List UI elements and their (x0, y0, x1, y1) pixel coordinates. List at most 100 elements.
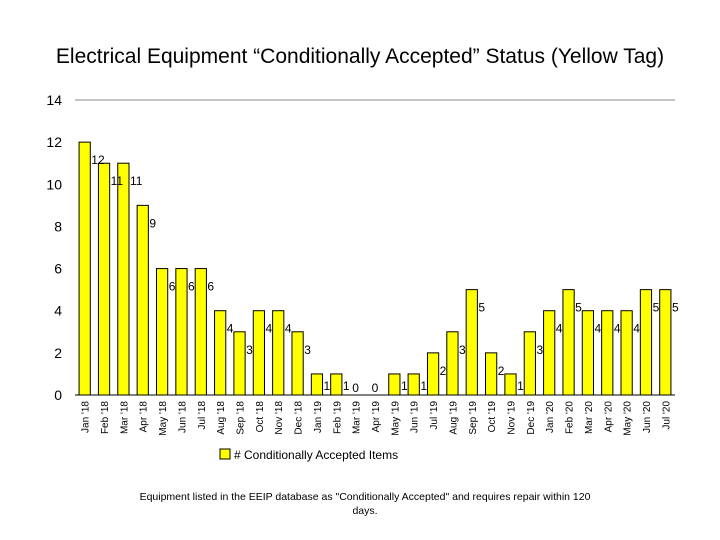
y-tick-label: 2 (54, 345, 62, 361)
y-axis-ticks: 0 2 4 6 8 10 12 14 (46, 92, 62, 403)
y-tick-label: 0 (54, 387, 62, 403)
data-label: 3 (246, 343, 253, 357)
bar (117, 162, 130, 396)
data-label: 3 (459, 343, 466, 357)
bars (78, 141, 672, 396)
x-tick-label: May '18 (158, 401, 169, 436)
bar (78, 141, 91, 396)
x-tick-label: Nov '19 (506, 401, 517, 435)
bar (659, 289, 672, 396)
legend-label: # Conditionally Accepted Items (234, 448, 398, 462)
y-tick-label: 4 (54, 303, 62, 319)
bar (310, 373, 324, 396)
data-label: 12 (91, 153, 105, 167)
bar (252, 310, 265, 396)
x-tick-label: Aug '19 (448, 401, 459, 435)
x-tick-label: Aug '18 (216, 401, 227, 435)
bar (155, 268, 169, 396)
x-tick-label: Mar '18 (119, 401, 130, 434)
x-tick-label: Dec '18 (294, 401, 305, 435)
chart-title: Electrical Equipment “Conditionally Acce… (55, 45, 665, 68)
x-tick-label: Jul '20 (661, 401, 672, 430)
data-label: 3 (304, 343, 311, 357)
bar (426, 352, 440, 396)
x-tick-label: Jun '20 (642, 401, 653, 433)
bar (562, 289, 575, 396)
x-tick-label: Jun '19 (410, 401, 421, 433)
y-tick-label: 14 (46, 92, 62, 108)
x-tick-label: Nov '18 (274, 401, 285, 435)
data-label: 1 (401, 379, 408, 393)
y-tick-label: 6 (54, 261, 62, 277)
data-label: 1 (517, 379, 524, 393)
bar (291, 331, 304, 396)
bar (407, 373, 420, 396)
x-tick-label: Feb '20 (565, 401, 576, 434)
bar (601, 310, 614, 396)
bar (581, 310, 595, 396)
data-label: 6 (188, 280, 195, 294)
data-label: 4 (633, 322, 640, 336)
data-label: 5 (653, 301, 660, 315)
x-tick-label: Apr '20 (603, 401, 614, 433)
data-label: 5 (575, 301, 582, 315)
x-tick-label: Jan '20 (545, 401, 556, 433)
bar (504, 373, 517, 396)
bar (272, 310, 285, 396)
x-tick-label: Apr '19 (371, 401, 382, 433)
x-tick-label: Apr '18 (139, 401, 150, 433)
data-label: 4 (227, 322, 234, 336)
bar (523, 331, 536, 396)
data-label: 6 (169, 280, 176, 294)
data-label: 1 (324, 379, 331, 393)
x-tick-label: Mar '19 (352, 401, 363, 434)
data-label: 2 (440, 364, 447, 378)
x-tick-label: Feb '19 (332, 401, 343, 434)
bar (330, 373, 343, 396)
x-tick-label: Oct '19 (487, 401, 498, 433)
x-tick-label: Oct '18 (255, 401, 266, 433)
bar (194, 268, 207, 396)
bar (543, 310, 556, 396)
data-label: 11 (111, 174, 124, 188)
bar (639, 289, 653, 396)
bar (388, 373, 401, 396)
legend: # Conditionally Accepted Items (219, 448, 398, 462)
data-label: 3 (536, 343, 543, 357)
data-label: 1 (420, 379, 427, 393)
x-tick-label: Dec '19 (526, 401, 537, 435)
legend-swatch (219, 448, 231, 460)
bar (446, 331, 459, 396)
x-tick-label: Jul '19 (429, 401, 440, 430)
y-tick-label: 10 (46, 176, 62, 192)
data-label: 5 (478, 301, 485, 315)
bar (485, 352, 498, 396)
x-tick-label: Sep '18 (236, 401, 247, 435)
bar (97, 162, 111, 396)
x-tick-label: Sep '19 (468, 401, 479, 435)
data-label: 4 (265, 322, 272, 336)
bar (465, 289, 478, 396)
data-label: 0 (352, 381, 359, 395)
bar (214, 310, 227, 396)
bar (136, 204, 149, 396)
data-label: 2 (498, 364, 505, 378)
data-label: 5 (672, 301, 679, 315)
x-tick-label: Jan '19 (313, 401, 324, 433)
data-label: 4 (285, 322, 292, 336)
bar (620, 310, 633, 396)
data-label: 4 (614, 322, 621, 336)
data-label: 6 (207, 280, 214, 294)
data-label: 11 (130, 174, 143, 188)
data-label: 4 (595, 322, 602, 336)
x-tick-label: Mar '20 (584, 401, 595, 434)
x-tick-label: May '20 (623, 401, 634, 436)
y-tick-label: 12 (46, 134, 62, 150)
x-tick-label: Jun '18 (177, 401, 188, 433)
data-label: 0 (372, 381, 379, 395)
y-tick-label: 8 (54, 218, 62, 234)
x-tick-label: Jul '18 (197, 401, 208, 430)
footnote: Equipment listed in the EEIP database as… (139, 491, 591, 517)
